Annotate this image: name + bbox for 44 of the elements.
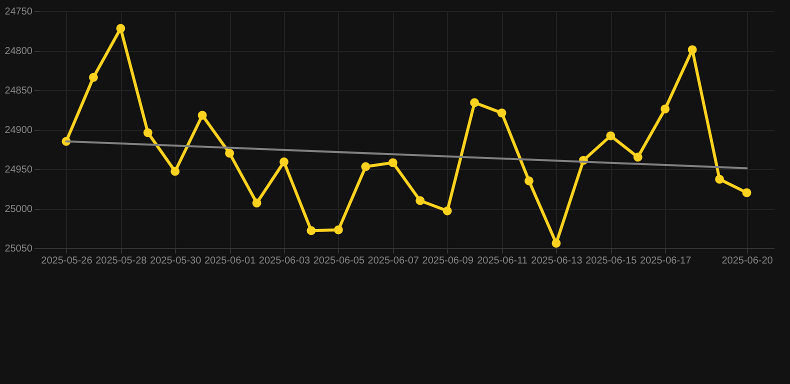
x-tick-label: 2025-06-13: [531, 256, 583, 266]
point: [633, 152, 642, 162]
point: [170, 166, 180, 176]
y-tick-label: 25000: [4, 204, 33, 215]
y-tick-label: 25050: [4, 244, 33, 254]
point: [225, 148, 234, 158]
point: [361, 162, 370, 172]
point: [88, 72, 98, 82]
x-tick-label: 2025-06-11: [477, 256, 528, 266]
point: [606, 131, 616, 140]
point: [388, 158, 398, 168]
point: [116, 24, 126, 33]
x-tick-label: 2025-06-20: [722, 256, 774, 266]
x-tick-label: 2025-06-07: [368, 256, 420, 266]
x-tick-label: 2025-06-15: [586, 256, 638, 266]
point: [742, 188, 752, 198]
point: [442, 206, 452, 216]
point: [198, 110, 207, 120]
point: [524, 176, 534, 186]
point: [143, 128, 152, 138]
point: [688, 45, 697, 54]
point: [252, 198, 262, 208]
x-tick-label: 2025-06-03: [258, 256, 311, 266]
x-tick-label: 2025-06-05: [313, 256, 365, 266]
point: [660, 104, 670, 114]
point: [334, 225, 343, 234]
y-tick-label: 24800: [4, 46, 33, 57]
point: [280, 157, 288, 166]
point: [715, 174, 724, 184]
x-tick-label: 2025-05-30: [150, 256, 202, 266]
x-tick-label: 2025-05-28: [96, 256, 148, 266]
x-tick-label: 2025-06-17: [640, 256, 692, 266]
point: [306, 226, 316, 236]
x-tick-label: 2025-06-09: [422, 256, 474, 266]
y-tick-label: 24900: [4, 125, 33, 136]
y-tick-label: 24950: [4, 164, 33, 176]
point: [497, 108, 506, 118]
point: [416, 196, 425, 206]
point: [552, 238, 561, 248]
x-tick-label: 2025-05-26: [41, 256, 93, 266]
x-tick-label: 2025-06-01: [204, 256, 256, 266]
y-tick-label: 24850: [4, 86, 33, 96]
y-tick-label: 24750: [4, 6, 33, 18]
point: [470, 98, 480, 108]
